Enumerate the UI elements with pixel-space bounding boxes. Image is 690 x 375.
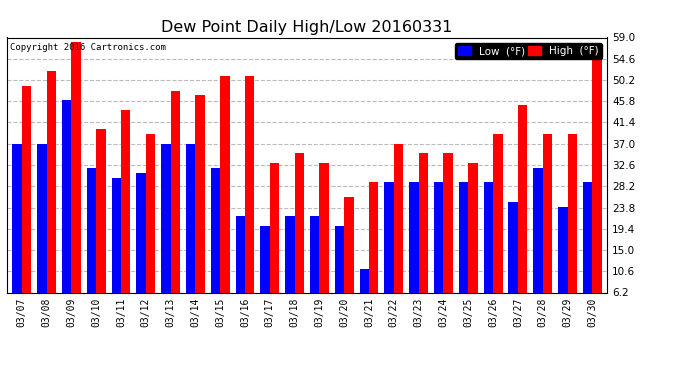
Bar — [235, 216, 245, 322]
Bar — [285, 216, 295, 322]
Bar — [583, 182, 592, 322]
Bar — [359, 269, 369, 322]
Bar — [220, 76, 230, 322]
Bar — [260, 226, 270, 322]
Title: Dew Point Daily High/Low 20160331: Dew Point Daily High/Low 20160331 — [161, 20, 453, 35]
Bar — [344, 197, 354, 322]
Bar — [112, 177, 121, 322]
Bar — [295, 153, 304, 322]
Bar — [518, 105, 527, 322]
Text: Copyright 2016 Cartronics.com: Copyright 2016 Cartronics.com — [10, 43, 166, 52]
Bar — [469, 163, 477, 322]
Bar — [62, 100, 71, 322]
Bar — [310, 216, 319, 322]
Bar — [37, 144, 47, 322]
Bar — [592, 52, 602, 322]
Bar — [245, 76, 255, 322]
Bar — [543, 134, 552, 322]
Bar — [533, 168, 543, 322]
Bar — [484, 182, 493, 322]
Bar — [170, 91, 180, 322]
Bar — [186, 144, 195, 322]
Bar — [384, 182, 394, 322]
Bar — [96, 129, 106, 322]
Bar — [558, 207, 567, 322]
Bar — [509, 202, 518, 322]
Bar — [409, 182, 419, 322]
Bar — [87, 168, 96, 322]
Bar — [22, 86, 31, 322]
Bar — [161, 144, 170, 322]
Bar — [434, 182, 444, 322]
Bar — [71, 42, 81, 322]
Bar — [121, 110, 130, 322]
Bar — [319, 163, 329, 322]
Bar — [146, 134, 155, 322]
Legend: Low  (°F), High  (°F): Low (°F), High (°F) — [455, 43, 602, 59]
Bar — [12, 144, 22, 322]
Bar — [47, 71, 56, 322]
Bar — [195, 96, 205, 322]
Bar — [137, 173, 146, 322]
Bar — [493, 134, 502, 322]
Bar — [211, 168, 220, 322]
Bar — [335, 226, 344, 322]
Bar — [270, 163, 279, 322]
Bar — [567, 134, 577, 322]
Bar — [369, 182, 379, 322]
Bar — [394, 144, 403, 322]
Bar — [419, 153, 428, 322]
Bar — [459, 182, 469, 322]
Bar — [444, 153, 453, 322]
